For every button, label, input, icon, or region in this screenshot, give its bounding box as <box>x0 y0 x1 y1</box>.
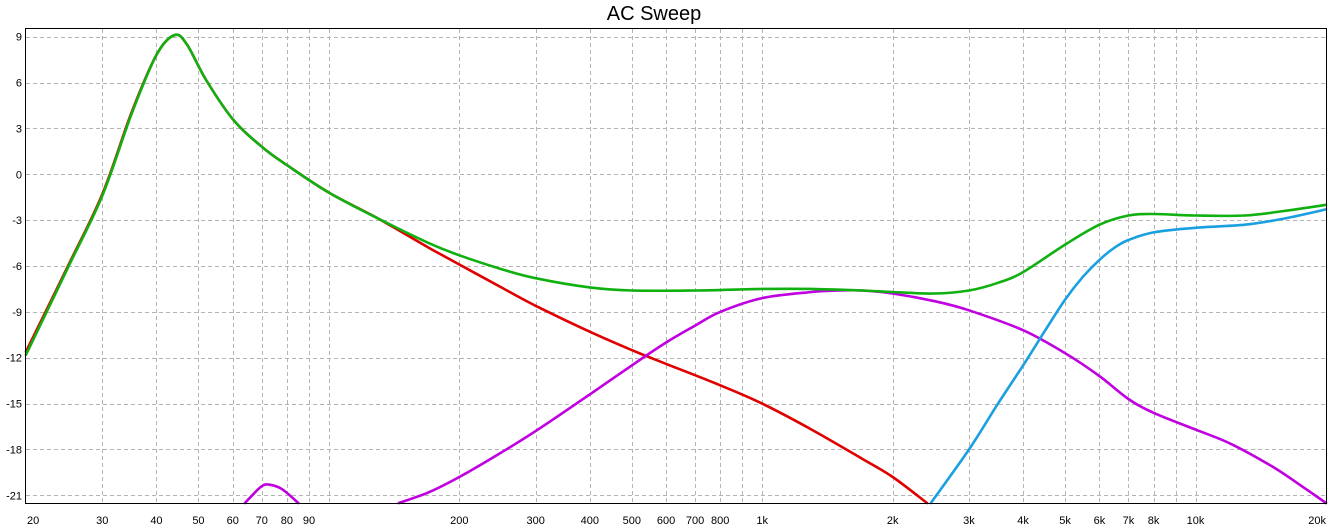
x-tick-label: 1k <box>756 515 768 527</box>
x-axis-ticks: 20 30 40 50 60 70 80 90 200 300 400 500 600 700 800 1k 2… <box>27 515 1326 527</box>
x-tick-label: 7k <box>1123 515 1135 527</box>
grid-lines <box>26 29 1326 503</box>
chart-title: AC Sweep <box>607 3 702 25</box>
x-tick-label: 5k <box>1059 515 1071 527</box>
x-tick-label: 600 <box>657 515 675 527</box>
x-tick-label: 700 <box>686 515 704 527</box>
x-tick-label: 500 <box>623 515 641 527</box>
series-line-5 <box>24 33 1328 356</box>
x-tick-label: 800 <box>711 515 729 527</box>
x-tick-label: 90 <box>303 515 315 527</box>
y-tick-label: 0 <box>16 169 22 181</box>
y-tick-label: -21 <box>6 490 22 502</box>
x-tick-label: 2k <box>887 515 899 527</box>
y-tick-label: 3 <box>16 123 22 135</box>
x-tick-label: 70 <box>256 515 268 527</box>
x-tick-label: 60 <box>227 515 239 527</box>
x-tick-label: 6k <box>1094 515 1106 527</box>
plot-frame <box>25 28 1327 504</box>
x-tick-label: 30 <box>96 515 108 527</box>
x-tick-label: 400 <box>581 515 599 527</box>
y-tick-label: 9 <box>16 32 22 44</box>
y-tick-label: -9 <box>12 307 22 319</box>
y-tick-label: 6 <box>16 78 22 90</box>
y-tick-label: -3 <box>12 215 22 227</box>
y-tick-label: -15 <box>6 399 22 411</box>
plot-series <box>24 33 1328 505</box>
series-line-2 <box>243 483 300 505</box>
y-tick-label: -6 <box>12 261 22 273</box>
series-line-4 <box>929 208 1328 505</box>
x-tick-label: 80 <box>281 515 293 527</box>
x-tick-label: 20 <box>27 515 39 527</box>
series-line-3 <box>397 288 1328 505</box>
x-tick-label: 4k <box>1017 515 1029 527</box>
y-tick-label: -12 <box>6 353 22 365</box>
y-tick-label: -18 <box>6 444 22 456</box>
x-tick-label: 8k <box>1148 515 1160 527</box>
series-line-1 <box>24 33 929 505</box>
x-tick-label: 40 <box>150 515 162 527</box>
x-tick-label: 10k <box>1187 515 1205 527</box>
x-tick-label: 200 <box>450 515 468 527</box>
y-axis-ticks: 9 6 3 0 -3 -6 -9 -12 -15 -18 -21 <box>6 32 22 503</box>
x-tick-label: 50 <box>192 515 204 527</box>
x-tick-label: 3k <box>963 515 975 527</box>
x-tick-label: 300 <box>526 515 544 527</box>
x-tick-label: 20k <box>1308 515 1326 527</box>
